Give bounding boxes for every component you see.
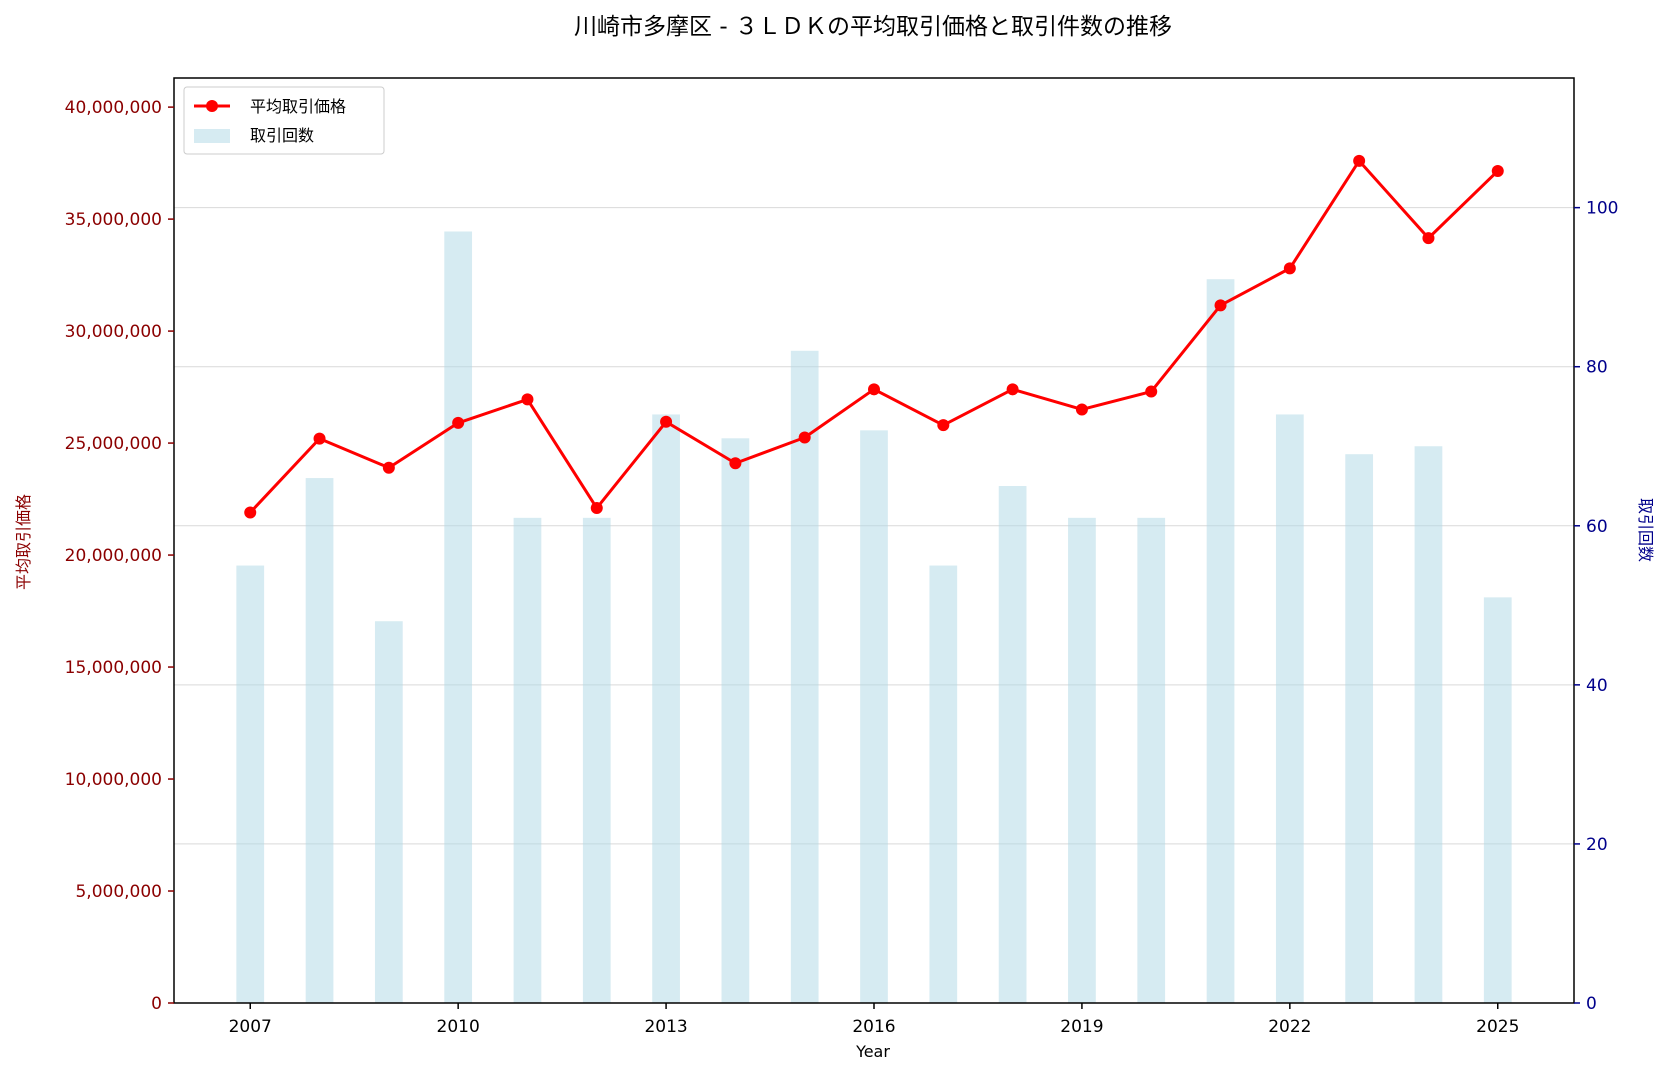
count-bar — [444, 231, 473, 1003]
price-point — [244, 506, 257, 519]
count-bar — [513, 517, 542, 1003]
price-point — [1006, 383, 1019, 396]
count-bar — [1206, 279, 1235, 1003]
count-bar — [1414, 446, 1443, 1003]
count-bar — [1137, 517, 1166, 1003]
price-point — [313, 432, 326, 445]
count-bar — [1275, 414, 1304, 1004]
price-point — [382, 461, 395, 474]
right-axis-label: 取引回数 — [1636, 498, 1655, 562]
legend-count-bar-sample — [194, 129, 230, 143]
left-axis-label: 平均取引価格 — [14, 494, 33, 590]
left-axis-tick-label: 40,000,000 — [65, 98, 162, 118]
right-axis-tick-label: 0 — [1586, 994, 1597, 1014]
axes: 0 5,000,000 10,000,000 15,000,000 20,000,000… — [65, 77, 1618, 1037]
left-axis-tick-label: 0 — [151, 994, 162, 1014]
price-point — [1353, 154, 1366, 167]
right-axis-tick-label: 100 — [1586, 199, 1618, 219]
legend: 平均取引価格 取引回数 — [183, 86, 385, 155]
count-bar — [1345, 454, 1374, 1003]
x-axis-tick-label: 2025 — [1476, 1017, 1519, 1037]
price-point — [729, 457, 742, 470]
left-axis-tick-label: 35,000,000 — [65, 210, 162, 230]
price-point — [937, 419, 950, 432]
count-bar — [374, 621, 403, 1003]
right-axis-tick-label: 20 — [1586, 835, 1608, 855]
count-bar — [1068, 517, 1096, 1003]
price-point — [868, 383, 880, 396]
left-axis-tick-label: 15,000,000 — [65, 658, 162, 678]
count-bar — [790, 350, 819, 1004]
price-line-layer — [244, 154, 1504, 519]
x-axis-label: Year — [855, 1042, 890, 1061]
count-bar — [860, 430, 888, 1003]
x-axis-tick-label: 2010 — [437, 1017, 480, 1037]
count-bar — [1483, 597, 1512, 1003]
count-bar — [236, 565, 265, 1003]
count-bars — [236, 231, 1512, 1004]
count-bar — [998, 486, 1027, 1003]
chart-title: 川崎市多摩区 - ３ＬＤＫの平均取引価格と取引件数の推移 — [574, 14, 1172, 40]
left-axis-tick-label: 5,000,000 — [75, 882, 162, 902]
price-point — [660, 415, 673, 428]
x-axis-tick-label: 2019 — [1060, 1017, 1103, 1037]
legend-box — [183, 86, 385, 155]
price-point — [1283, 262, 1296, 275]
x-axis-tick-label: 2016 — [852, 1017, 895, 1037]
legend-price-label: 平均取引価格 — [250, 97, 346, 116]
price-point — [452, 416, 465, 429]
count-bar — [721, 438, 750, 1004]
x-axis-tick-label: 2013 — [644, 1017, 687, 1037]
legend-count-label: 取引回数 — [250, 126, 314, 145]
count-bar — [929, 565, 958, 1003]
price-point — [1214, 299, 1227, 312]
price-point — [590, 502, 603, 515]
left-axis-tick-label: 10,000,000 — [65, 770, 162, 790]
x-axis-tick-label: 2007 — [229, 1017, 272, 1037]
left-axis-tick-label: 20,000,000 — [65, 546, 162, 566]
legend-price-marker-sample — [206, 100, 218, 112]
count-bar — [652, 414, 680, 1004]
right-axis-tick-label: 60 — [1586, 517, 1608, 537]
count-bar — [305, 478, 334, 1004]
price-point — [521, 393, 534, 406]
left-axis-tick-label: 30,000,000 — [65, 322, 162, 342]
price-point — [798, 431, 811, 444]
price-point — [1491, 164, 1504, 177]
price-point — [1145, 385, 1158, 398]
right-axis-tick-label: 40 — [1586, 676, 1608, 696]
left-axis-tick-label: 25,000,000 — [65, 434, 162, 454]
price-point — [1422, 232, 1435, 245]
price-point — [1075, 403, 1088, 416]
x-axis-tick-label: 2022 — [1268, 1017, 1311, 1037]
right-axis-tick-label: 80 — [1586, 358, 1608, 378]
count-bar — [582, 517, 611, 1003]
